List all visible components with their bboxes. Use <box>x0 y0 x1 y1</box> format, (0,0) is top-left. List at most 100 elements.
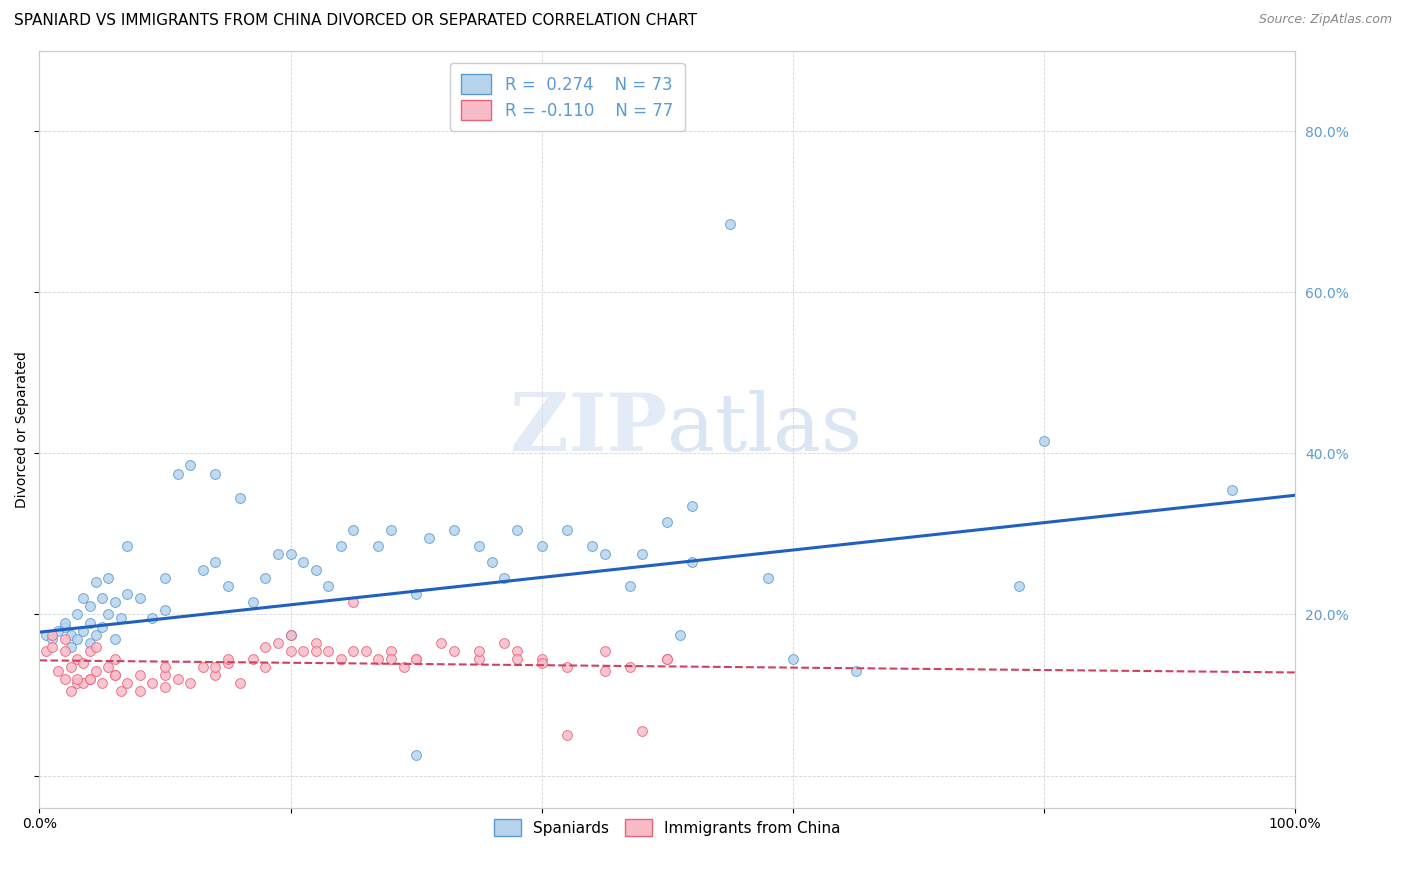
Point <box>305 643 328 657</box>
Point <box>191 660 214 674</box>
Point <box>66 672 89 686</box>
Point <box>468 652 491 666</box>
Point <box>204 555 226 569</box>
Point <box>104 632 127 646</box>
Point <box>443 523 465 537</box>
Point <box>79 672 101 686</box>
Point <box>555 660 578 674</box>
Point <box>166 467 188 481</box>
Point <box>79 599 101 614</box>
Point <box>280 627 302 641</box>
Point <box>66 676 89 690</box>
Point <box>59 640 82 654</box>
Point <box>46 664 69 678</box>
Point <box>153 571 176 585</box>
Point <box>494 635 516 649</box>
Point <box>405 748 427 763</box>
Point <box>104 652 127 666</box>
Point <box>354 643 377 657</box>
Point <box>405 587 427 601</box>
Point <box>631 724 654 739</box>
Point <box>367 539 389 553</box>
Point <box>681 555 703 569</box>
Point <box>619 660 641 674</box>
Point <box>84 664 107 678</box>
Point <box>72 656 94 670</box>
Point <box>267 635 290 649</box>
Point <box>191 563 214 577</box>
Point <box>505 643 527 657</box>
Point <box>84 627 107 641</box>
Point <box>254 640 277 654</box>
Point <box>581 539 603 553</box>
Point <box>117 676 139 690</box>
Point <box>593 643 616 657</box>
Point <box>316 643 339 657</box>
Point <box>84 640 107 654</box>
Point <box>53 632 76 646</box>
Point <box>555 728 578 742</box>
Point <box>756 571 779 585</box>
Point <box>66 607 89 622</box>
Point <box>280 627 302 641</box>
Point <box>141 611 163 625</box>
Point <box>1222 483 1244 497</box>
Point <box>72 624 94 638</box>
Point <box>104 595 127 609</box>
Point <box>505 523 527 537</box>
Point <box>97 571 120 585</box>
Point <box>97 607 120 622</box>
Legend: Spaniards, Immigrants from China: Spaniards, Immigrants from China <box>485 810 851 846</box>
Point <box>392 660 415 674</box>
Point <box>657 652 679 666</box>
Point <box>280 547 302 561</box>
Point <box>254 571 277 585</box>
Text: atlas: atlas <box>668 390 862 468</box>
Point <box>555 523 578 537</box>
Point <box>104 668 127 682</box>
Point <box>530 652 553 666</box>
Point <box>468 539 491 553</box>
Point <box>204 467 226 481</box>
Point <box>128 591 150 606</box>
Point <box>59 660 82 674</box>
Point <box>59 627 82 641</box>
Point <box>141 676 163 690</box>
Point <box>342 643 364 657</box>
Point <box>316 579 339 593</box>
Point <box>217 579 239 593</box>
Point <box>117 587 139 601</box>
Point <box>329 539 352 553</box>
Point <box>66 632 89 646</box>
Point <box>481 555 503 569</box>
Point <box>117 539 139 553</box>
Point <box>329 652 352 666</box>
Point <box>153 603 176 617</box>
Point <box>669 627 692 641</box>
Point <box>179 676 201 690</box>
Point <box>104 668 127 682</box>
Text: Source: ZipAtlas.com: Source: ZipAtlas.com <box>1258 13 1392 27</box>
Point <box>657 515 679 529</box>
Point <box>305 563 328 577</box>
Point <box>405 652 427 666</box>
Point <box>35 643 58 657</box>
Point <box>443 643 465 657</box>
Point <box>41 632 63 646</box>
Point <box>242 595 264 609</box>
Point <box>91 676 114 690</box>
Point <box>229 676 252 690</box>
Point <box>305 635 328 649</box>
Point <box>718 217 741 231</box>
Point <box>166 672 188 686</box>
Point <box>53 615 76 630</box>
Point <box>468 643 491 657</box>
Point <box>41 627 63 641</box>
Point <box>530 656 553 670</box>
Point <box>267 547 290 561</box>
Point <box>405 652 427 666</box>
Point <box>242 652 264 666</box>
Point <box>72 591 94 606</box>
Point <box>367 652 389 666</box>
Point <box>229 491 252 505</box>
